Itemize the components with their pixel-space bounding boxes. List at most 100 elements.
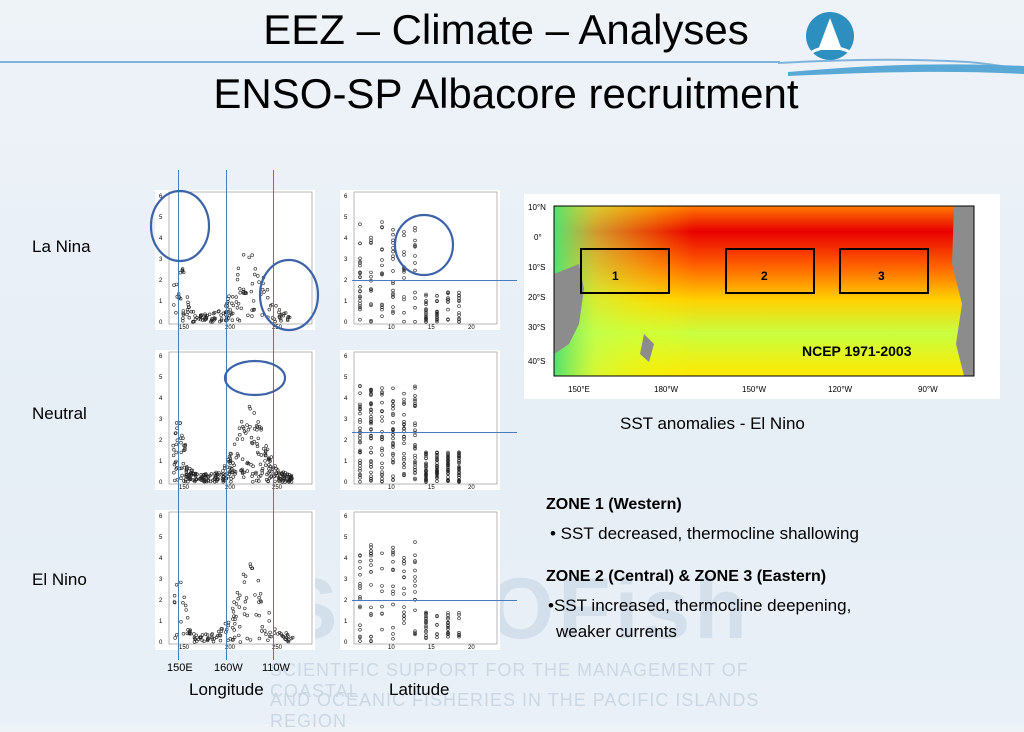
- y-tick-label: 5: [159, 215, 163, 221]
- scatter-point: [391, 413, 395, 417]
- scatter-point: [358, 604, 362, 609]
- scatter-point: [241, 287, 246, 292]
- map-caption: SST anomalies - El Nino: [620, 414, 805, 433]
- scatter-point: [202, 472, 206, 477]
- scatter-point: [277, 308, 282, 312]
- scatter-point: [245, 469, 250, 473]
- scatter-point: [200, 638, 204, 643]
- row-label-neutral: Neutral: [32, 404, 87, 423]
- scatter-point: [358, 270, 362, 275]
- scatter-point: [391, 460, 395, 464]
- header-rule: [0, 61, 780, 63]
- scatter-point: [243, 599, 248, 604]
- y-tick-label: 6: [159, 354, 163, 360]
- scatter-point: [457, 454, 461, 458]
- x-tick-label: 20: [468, 645, 475, 650]
- scatter-point: [358, 440, 362, 445]
- scatter-point: [369, 319, 373, 323]
- scatter-point: [380, 480, 384, 484]
- scatter-point: [251, 480, 255, 484]
- scatter-point: [358, 402, 362, 407]
- scatter-point: [435, 315, 439, 319]
- map-lon-120w: 120°W: [828, 385, 853, 394]
- scatter-point: [181, 311, 185, 316]
- scatter-point: [173, 478, 177, 483]
- scatter-point: [230, 318, 235, 322]
- scatter-point: [413, 632, 417, 637]
- scatter-point: [391, 560, 395, 564]
- scatter-point: [243, 574, 248, 578]
- scatter-point: [358, 429, 362, 434]
- scatter-point: [235, 590, 240, 595]
- scatter-point: [369, 320, 373, 324]
- scatter-point: [277, 630, 282, 635]
- scatter-point: [446, 452, 450, 456]
- scatter-point: [191, 319, 195, 324]
- scatter-point: [391, 227, 395, 232]
- scatter-point: [446, 627, 450, 631]
- scatter-point: [435, 635, 439, 640]
- scatter-point: [236, 266, 241, 271]
- scatter-point: [244, 291, 248, 295]
- scatter-point: [247, 255, 251, 260]
- scatter-point: [358, 284, 362, 289]
- scatter-point: [424, 464, 428, 469]
- scatter-point: [358, 261, 362, 265]
- scatter-point: [358, 584, 362, 588]
- scatter-point: [358, 436, 362, 441]
- y-tick-label: 0: [159, 640, 163, 646]
- scatter-point: [281, 634, 285, 639]
- scatter-point: [211, 639, 216, 644]
- scatter-point: [369, 421, 373, 426]
- scatter-point: [240, 457, 245, 461]
- y-tick-label: 2: [159, 598, 163, 604]
- scatter-point: [182, 595, 186, 600]
- reference-line-neutral: [352, 432, 517, 433]
- scatter-point: [181, 316, 185, 320]
- scatter-point: [413, 296, 417, 300]
- scatter-point: [413, 629, 417, 633]
- scatter-point: [182, 448, 186, 453]
- scatter-point: [256, 274, 260, 278]
- scatter-point: [267, 307, 272, 312]
- scatter-point: [402, 458, 406, 462]
- y-tick-label: 6: [159, 194, 163, 200]
- map-lat-0: 0°: [534, 233, 542, 242]
- scatter-point: [187, 315, 191, 320]
- scatter-point: [285, 639, 290, 643]
- scatter-point: [242, 612, 247, 616]
- scatter-point: [234, 300, 239, 304]
- scatter-point: [369, 446, 373, 450]
- scatter-point: [446, 318, 450, 322]
- scatter-point: [402, 586, 406, 591]
- scatter-point: [248, 407, 252, 411]
- scatter-point: [402, 569, 406, 573]
- scatter-point: [391, 311, 395, 315]
- scatter-point: [226, 316, 231, 320]
- scatter-point: [204, 475, 208, 480]
- x-tick-label: 15: [428, 325, 435, 330]
- scatter-point: [413, 261, 417, 265]
- scatter-point: [457, 290, 461, 295]
- scatter-point: [380, 627, 384, 632]
- scatter-point: [391, 451, 395, 456]
- latitude-plot-el-nino: 0 1 2 3 4 5 6 10 15 20: [340, 510, 500, 650]
- scatter-point: [187, 631, 191, 636]
- scatter-point: [276, 470, 281, 475]
- scatter-point: [227, 294, 231, 298]
- scatter-point: [358, 450, 362, 455]
- scatter-point: [186, 310, 190, 314]
- scatter-point: [204, 315, 208, 319]
- scatter-point: [391, 232, 395, 237]
- scatter-point: [402, 250, 406, 254]
- scatter-point: [457, 461, 461, 465]
- scatter-point: [257, 475, 261, 479]
- scatter-point: [241, 424, 245, 429]
- y-tick-label: 4: [344, 236, 348, 242]
- scatter-point: [234, 614, 238, 619]
- scatter-point: [457, 471, 461, 476]
- scatter-point: [274, 304, 278, 308]
- scatter-point: [380, 612, 384, 616]
- scatter-point: [194, 633, 198, 638]
- scatter-point: [202, 639, 206, 644]
